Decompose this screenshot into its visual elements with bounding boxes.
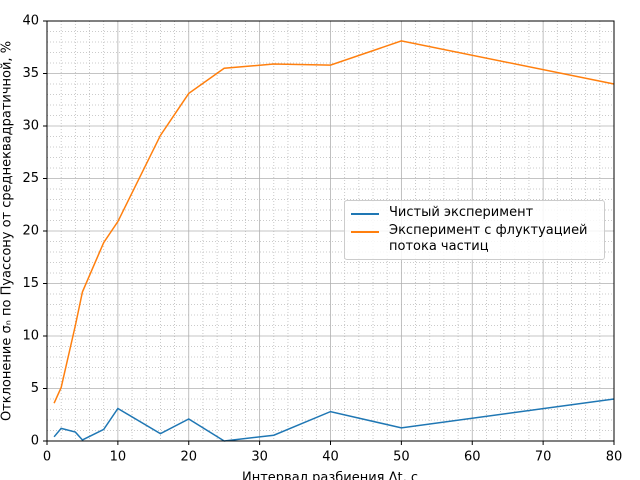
x-label: Интервал разбиения Δt, с [242, 471, 418, 480]
legend-label: Эксперимент с флуктуацией потока частиц [389, 223, 588, 254]
legend-label: Чистый эксперимент [389, 205, 534, 220]
x-tick-label: 70 [535, 450, 552, 465]
legend-swatch [351, 231, 379, 233]
series-line [53, 398, 615, 442]
y-tick-label: 30 [22, 119, 39, 134]
legend-swatch [351, 213, 379, 215]
legend-entry: Эксперимент с флуктуацией потока частиц [345, 222, 604, 256]
y-label: Отклонение σₙ по Пуассону от среднеквадр… [0, 41, 15, 421]
legend-entry: Чистый эксперимент [345, 204, 604, 222]
y-tick-label: 5 [31, 381, 39, 396]
y-tick-label: 25 [22, 171, 39, 186]
x-tick-label: 50 [393, 450, 410, 465]
x-tick-label: 40 [322, 450, 339, 465]
y-tick-label: 0 [31, 434, 39, 449]
x-tick-label: 80 [606, 450, 623, 465]
y-tick-label: 40 [22, 14, 39, 29]
legend: Чистый эксперимент Эксперимент с флуктуац… [344, 200, 605, 260]
x-tick-label: 60 [464, 450, 481, 465]
y-tick-label: 15 [22, 276, 39, 291]
plot-frame [46, 20, 615, 442]
y-tick-label: 20 [22, 224, 39, 239]
y-tick-label: 35 [22, 66, 39, 81]
y-tick-label: 10 [22, 329, 39, 344]
x-tick-label: 0 [43, 450, 51, 465]
x-tick-label: 20 [180, 450, 197, 465]
x-tick-label: 30 [251, 450, 268, 465]
x-tick-label: 10 [110, 450, 127, 465]
series-line [53, 40, 615, 404]
